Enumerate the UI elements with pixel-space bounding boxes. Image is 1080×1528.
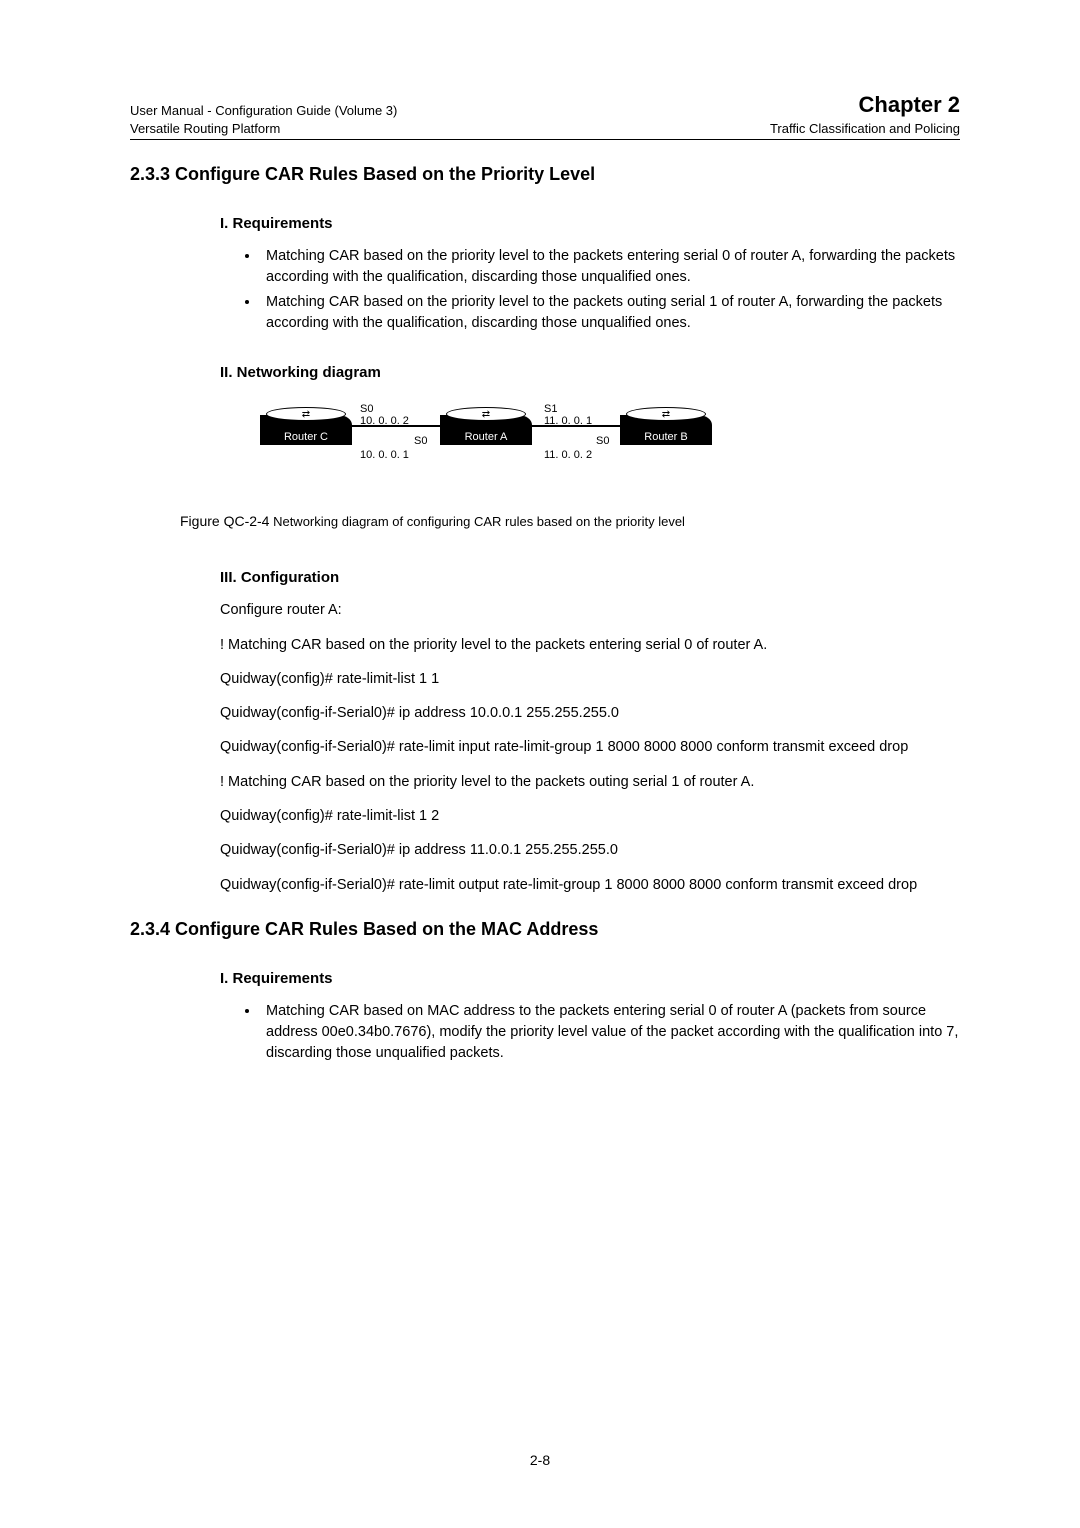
- router-top-icon: [266, 407, 346, 421]
- section-233-title: 2.3.3 Configure CAR Rules Based on the P…: [130, 164, 960, 185]
- label-ip-top-left: 10. 0. 0. 2: [360, 415, 409, 427]
- requirements-list-233: Matching CAR based on the priority level…: [260, 246, 960, 334]
- conf-line: ! Matching CAR based on the priority lev…: [220, 772, 960, 792]
- figure-caption: Figure QC-2-4 Networking diagram of conf…: [180, 513, 960, 529]
- section-234-title: 2.3.4 Configure CAR Rules Based on the M…: [130, 919, 960, 940]
- conf-line: ! Matching CAR based on the priority lev…: [220, 635, 960, 655]
- requirements-list-234: Matching CAR based on MAC address to the…: [260, 1001, 960, 1064]
- conf-line: Quidway(config-if-Serial0)# rate-limit i…: [220, 737, 960, 757]
- chapter-subtitle: Traffic Classification and Policing: [770, 120, 960, 138]
- requirements-heading-234: I. Requirements: [220, 970, 960, 987]
- router-c-label: Router C: [284, 431, 328, 443]
- conf-line: Quidway(config)# rate-limit-list 1 1: [220, 669, 960, 689]
- label-ip-top-right: 11. 0. 0. 1: [544, 415, 592, 427]
- req-item: Matching CAR based on the priority level…: [260, 246, 960, 288]
- chapter-label: Chapter 2: [770, 90, 960, 120]
- requirements-heading-233: I. Requirements: [220, 215, 960, 232]
- page-header: User Manual - Configuration Guide (Volum…: [130, 90, 960, 140]
- router-top-icon: [446, 407, 526, 421]
- label-ip-bot-right: 11. 0. 0. 2: [544, 449, 592, 461]
- conf-line: Quidway(config-if-Serial0)# ip address 1…: [220, 840, 960, 860]
- manual-title: User Manual - Configuration Guide (Volum…: [130, 102, 397, 120]
- network-diagram: S0 10. 0. 0. 2 S0 10. 0. 0. 1 S1 11. 0. …: [260, 405, 740, 485]
- page-number: 2-8: [0, 1452, 1080, 1468]
- router-b: ⇄ Router B: [620, 415, 712, 445]
- header-right: Chapter 2 Traffic Classification and Pol…: [770, 90, 960, 137]
- conf-line: Quidway(config-if-Serial0)# ip address 1…: [220, 703, 960, 723]
- label-ip-bot-left: 10. 0. 0. 1: [360, 449, 409, 461]
- configuration-heading: III. Configuration: [220, 569, 960, 586]
- header-left: User Manual - Configuration Guide (Volum…: [130, 102, 397, 137]
- page: User Manual - Configuration Guide (Volum…: [0, 0, 1080, 1528]
- conf-line: Quidway(config-if-Serial0)# rate-limit o…: [220, 875, 960, 895]
- label-s0-bot-right: S0: [596, 435, 609, 447]
- label-s1-top-right: S1: [544, 403, 557, 415]
- router-c: ⇄ Router C: [260, 415, 352, 445]
- figure-caption-text: Networking diagram of configuring CAR ru…: [269, 514, 684, 529]
- router-top-icon: [626, 407, 706, 421]
- figure-label: Figure QC-2-4: [180, 513, 269, 529]
- networking-heading: II. Networking diagram: [220, 364, 960, 381]
- conf-line: Quidway(config)# rate-limit-list 1 2: [220, 806, 960, 826]
- label-s0-bot-left: S0: [414, 435, 427, 447]
- router-a-label: Router A: [465, 431, 508, 443]
- router-a: ⇄ Router A: [440, 415, 532, 445]
- router-b-label: Router B: [644, 431, 687, 443]
- req-item: Matching CAR based on the priority level…: [260, 292, 960, 334]
- req-item: Matching CAR based on MAC address to the…: [260, 1001, 960, 1064]
- manual-subtitle: Versatile Routing Platform: [130, 120, 397, 138]
- label-s0-top-left: S0: [360, 403, 373, 415]
- conf-line: Configure router A:: [220, 600, 960, 620]
